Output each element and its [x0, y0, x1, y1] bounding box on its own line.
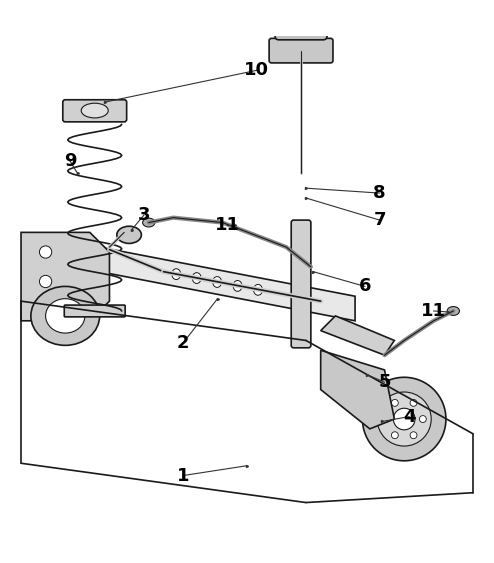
Text: 8: 8	[373, 184, 386, 202]
Circle shape	[410, 432, 417, 439]
Text: 11: 11	[215, 216, 240, 234]
Text: 10: 10	[245, 61, 269, 79]
Text: 11: 11	[421, 302, 446, 320]
Circle shape	[382, 415, 389, 422]
FancyBboxPatch shape	[64, 305, 125, 317]
Polygon shape	[21, 233, 110, 321]
Ellipse shape	[81, 103, 108, 118]
FancyBboxPatch shape	[269, 38, 333, 63]
Text: 6: 6	[359, 278, 371, 296]
Polygon shape	[321, 316, 394, 355]
FancyBboxPatch shape	[63, 100, 126, 122]
Ellipse shape	[31, 287, 100, 345]
Circle shape	[391, 399, 398, 406]
FancyBboxPatch shape	[275, 12, 327, 40]
Ellipse shape	[40, 246, 52, 258]
Text: 3: 3	[138, 206, 150, 224]
Ellipse shape	[117, 226, 141, 243]
FancyBboxPatch shape	[291, 220, 311, 348]
Circle shape	[393, 408, 415, 430]
Ellipse shape	[45, 299, 85, 333]
Circle shape	[410, 399, 417, 406]
Text: 4: 4	[403, 408, 415, 426]
Text: 7: 7	[373, 211, 386, 229]
Circle shape	[363, 377, 446, 461]
Circle shape	[377, 392, 431, 446]
Ellipse shape	[40, 275, 52, 288]
Ellipse shape	[143, 218, 155, 227]
Ellipse shape	[40, 305, 52, 317]
Text: 2: 2	[177, 334, 189, 352]
Ellipse shape	[192, 272, 201, 283]
Ellipse shape	[253, 284, 262, 295]
Ellipse shape	[172, 269, 181, 280]
Text: 1: 1	[177, 467, 189, 485]
Text: 5: 5	[378, 373, 391, 391]
Ellipse shape	[233, 280, 242, 291]
Circle shape	[419, 415, 426, 422]
Ellipse shape	[213, 276, 221, 287]
Circle shape	[391, 432, 398, 439]
Polygon shape	[100, 247, 355, 321]
Text: 9: 9	[64, 152, 77, 170]
Ellipse shape	[447, 306, 459, 315]
Polygon shape	[321, 350, 394, 429]
